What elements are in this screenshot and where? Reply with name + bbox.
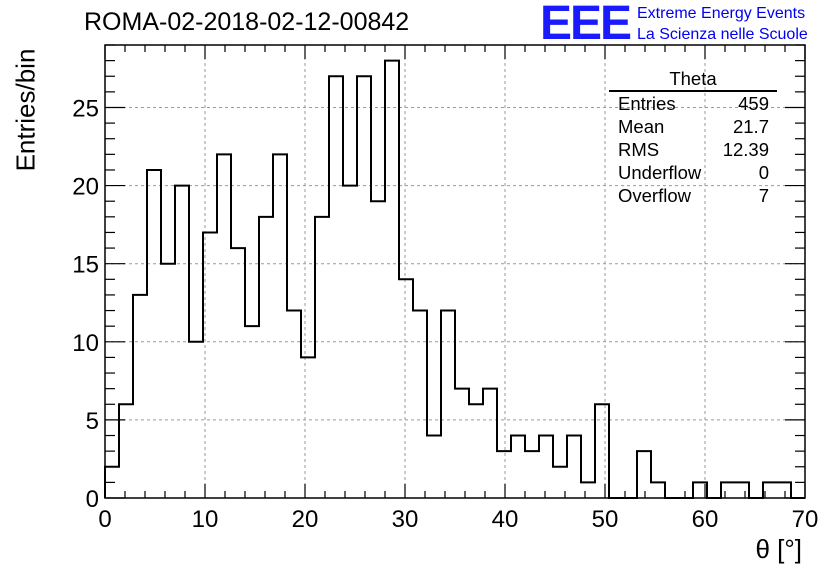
x-tick-label: 20 [292,506,319,533]
stats-label: Underflow [618,162,702,183]
eee-logo: EEE [540,0,632,50]
stats-row-overflow: Overflow 7 [609,184,777,207]
histogram-bin [287,311,301,498]
eee-logo-text: Extreme Energy Events La Scienza nelle S… [637,3,808,45]
histogram-bin [455,389,469,498]
x-tick-label: 30 [392,506,419,533]
histogram-bin [357,76,371,498]
histogram-bin [595,404,609,498]
grid-lines [105,45,805,498]
histogram-bin [329,76,343,498]
stats-label: Entries [618,93,676,114]
y-axis-label-wrap: Entries/bin [6,30,46,190]
histogram-bin [525,451,539,498]
histogram-bin [119,404,133,498]
histogram-bin [581,482,595,498]
histogram-bin [637,451,651,498]
stats-row-underflow: Underflow 0 [609,161,777,184]
logo-line-2: La Scienza nelle Scuole [637,26,808,43]
histogram-bin [161,264,175,498]
y-tick-label: 15 [72,252,99,279]
histogram-bin [147,170,161,498]
stats-label: Mean [618,116,665,137]
x-tick-label: 60 [692,506,719,533]
stats-box: Theta Entries 459 Mean 21.7 RMS 12.39 Un… [609,68,777,207]
histogram-bin [567,436,581,498]
x-tick-label: 50 [592,506,619,533]
x-tick-label: 40 [492,506,519,533]
histogram-bin [245,326,259,498]
plot-frame [104,44,806,499]
y-tick-label: 5 [86,408,99,435]
x-tick-label: 70 [792,506,819,533]
y-tick-label: 25 [72,95,99,122]
histogram-bin [301,357,315,498]
stats-value: 21.7 [732,116,769,137]
stats-value: 0 [758,162,769,183]
histogram-bin [371,201,385,498]
histogram-bin [497,451,511,498]
histogram-bin [217,154,231,498]
histogram-bin [315,217,329,498]
y-tick-label: 0 [86,486,99,513]
histogram-bin [777,482,791,498]
stats-label: Overflow [618,185,691,206]
stats-row-rms: RMS 12.39 [609,138,777,161]
histogram-bin [483,389,497,498]
y-axis-label: Entries/bin [10,48,41,172]
run-title: ROMA-02-2018-02-12-00842 [84,8,410,36]
x-tick-label: 0 [98,506,111,533]
histogram-bin [385,61,399,498]
y-tick-label: 10 [72,330,99,357]
stats-value: 459 [738,93,769,114]
histogram-bin [427,436,441,498]
histogram-bin [133,295,147,498]
histogram-bin [441,311,455,498]
histogram-bin [511,436,525,498]
stats-value: 12.39 [722,139,769,160]
histogram-bin [399,279,413,498]
histogram-bin [539,436,553,498]
stats-row-mean: Mean 21.7 [609,115,777,138]
stats-row-entries: Entries 459 [609,92,777,115]
histogram-bin [273,154,287,498]
x-tick-label: 10 [192,506,219,533]
histogram-bin [651,482,665,498]
stats-value: 7 [758,185,769,206]
histogram-bin [231,248,245,498]
y-tick-label: 20 [72,174,99,201]
histogram-bin [735,482,749,498]
histogram-bin [469,404,483,498]
histogram-bin [413,311,427,498]
x-axis-label: θ [°] [755,534,802,564]
stats-title: Theta [609,68,777,92]
histogram-bin [721,482,735,498]
logo-line-1: Extreme Energy Events [637,5,806,22]
stats-label: RMS [618,139,660,160]
histogram-bin [259,217,273,498]
